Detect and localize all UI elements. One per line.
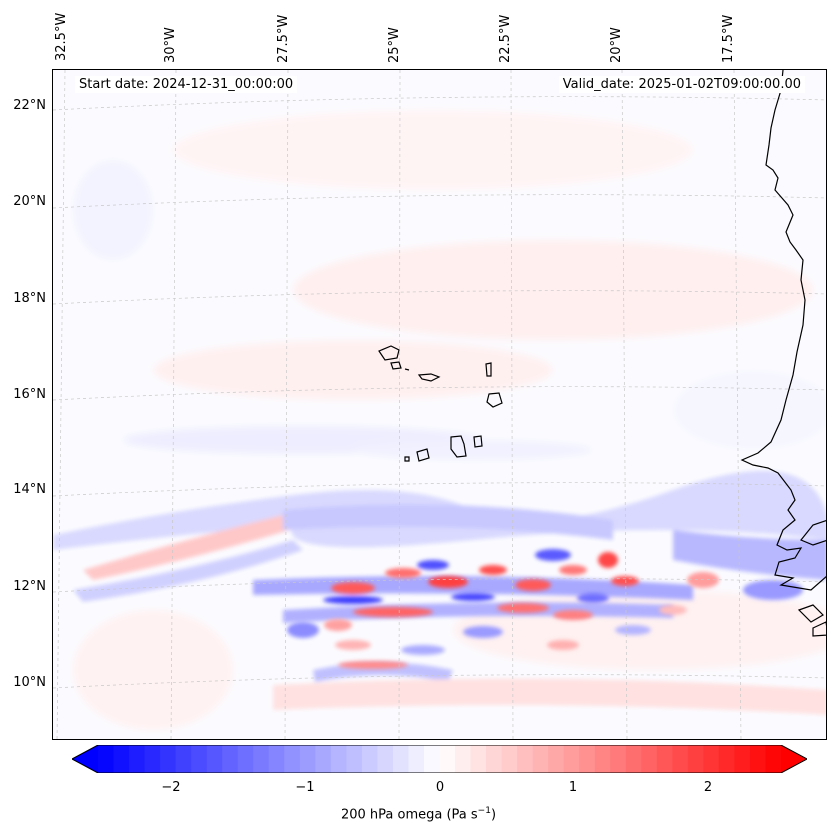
lat-label-22n: 22°N bbox=[13, 98, 46, 113]
valid-date-label: Valid_date: 2025-01-02T09:00:00.00 bbox=[558, 76, 805, 93]
colorbar-tick-0: 0 bbox=[435, 780, 445, 795]
colorbar-step bbox=[160, 745, 177, 773]
colorbar-label-main: 200 hPa omega (Pa s bbox=[340, 807, 478, 823]
island-santa-luzia bbox=[404, 368, 410, 371]
colorbar bbox=[72, 745, 807, 773]
colorbar-step bbox=[268, 745, 285, 773]
colorbar-step bbox=[517, 745, 534, 773]
island-sao-nicolau bbox=[417, 373, 441, 382]
field-background bbox=[53, 70, 826, 739]
colorbar-step bbox=[594, 745, 611, 773]
colorbar-step bbox=[346, 745, 363, 773]
colorbar-step bbox=[222, 745, 239, 773]
colorbar-step bbox=[455, 745, 472, 773]
africa-coast bbox=[740, 70, 826, 591]
colorbar-step bbox=[718, 745, 736, 773]
colorbar-step bbox=[470, 745, 487, 773]
lon-label-22-5w: 22.5°W bbox=[498, 14, 513, 63]
colorbar-step bbox=[98, 745, 115, 773]
lon-label-30w: 30°W bbox=[163, 27, 178, 63]
lon-label-25w: 25°W bbox=[387, 27, 402, 63]
colorbar-step bbox=[486, 745, 503, 773]
colorbar-step bbox=[610, 745, 627, 773]
map-panel bbox=[52, 69, 827, 740]
lat-label-14n: 14°N bbox=[13, 482, 46, 497]
start-date-label: Start date: 2024-12-31_00:00:00 bbox=[75, 76, 298, 93]
colorbar-step bbox=[361, 745, 379, 773]
colorbar-step bbox=[377, 745, 394, 773]
colorbar-step bbox=[129, 745, 146, 773]
colorbar-step bbox=[408, 745, 425, 773]
colorbar-step bbox=[206, 745, 223, 773]
island-santiago bbox=[450, 435, 467, 458]
colorbar-step bbox=[641, 745, 658, 773]
omega-field-map bbox=[53, 70, 826, 739]
colorbar-step bbox=[423, 745, 441, 773]
colorbar-tick-pos1: 1 bbox=[568, 780, 578, 795]
colorbar-step bbox=[175, 745, 192, 773]
colorbar-step bbox=[392, 745, 410, 773]
colorbar-label-sup: −1 bbox=[477, 806, 491, 816]
lat-label-12n: 12°N bbox=[13, 579, 46, 594]
colorbar-step bbox=[501, 745, 518, 773]
colorbar-extend-min bbox=[72, 745, 98, 773]
colorbar-step bbox=[330, 745, 347, 773]
colorbar-tick-neg2: −2 bbox=[161, 780, 181, 795]
colorbar-label: 200 hPa omega (Pa s−1) bbox=[0, 806, 837, 822]
colorbar-step bbox=[563, 745, 580, 773]
colorbar-step bbox=[253, 745, 270, 773]
lon-label-17-5w: 17.5°W bbox=[721, 14, 736, 63]
colorbar-step bbox=[749, 745, 767, 773]
colorbar-step bbox=[687, 745, 704, 773]
coastlines bbox=[378, 70, 826, 637]
colorbar-step bbox=[672, 745, 689, 773]
colorbar-step bbox=[284, 745, 301, 773]
colorbar-label-end: ) bbox=[490, 807, 497, 823]
lat-label-16n: 16°N bbox=[13, 387, 46, 402]
colorbar-tick-pos2: 2 bbox=[703, 780, 713, 795]
graticule bbox=[53, 70, 826, 739]
colorbar-step bbox=[656, 745, 673, 773]
lat-label-10n: 10°N bbox=[13, 675, 46, 690]
field-cells bbox=[287, 549, 803, 669]
colorbar-step bbox=[548, 745, 565, 773]
island-boa-vista bbox=[486, 392, 503, 408]
colorbar-tick-neg1: −1 bbox=[295, 780, 315, 795]
island-maio bbox=[473, 435, 483, 448]
colorbar-step bbox=[625, 745, 642, 773]
colorbar-step bbox=[191, 745, 208, 773]
colorbar-step bbox=[439, 745, 456, 773]
island-fogo bbox=[416, 448, 430, 462]
lon-label-20w: 20°W bbox=[609, 27, 624, 63]
island-sao-vicente bbox=[390, 361, 402, 370]
colorbar-step bbox=[113, 745, 130, 773]
colorbar-step bbox=[144, 745, 161, 773]
lon-label-32-5w: 32.5°W bbox=[54, 12, 69, 61]
colorbar-step bbox=[734, 745, 751, 773]
colorbar-step bbox=[579, 745, 596, 773]
lat-label-20n: 20°N bbox=[13, 194, 46, 209]
colorbar-step bbox=[237, 745, 254, 773]
island-brava bbox=[404, 456, 410, 462]
guinea-bissau-islands bbox=[797, 604, 826, 637]
colorbar-step bbox=[315, 745, 332, 773]
colorbar-step bbox=[532, 745, 549, 773]
lon-label-27-5w: 27.5°W bbox=[276, 14, 291, 63]
island-santo-antao bbox=[378, 345, 400, 361]
colorbar-extend-max bbox=[781, 745, 807, 773]
colorbar-step bbox=[299, 745, 316, 773]
colorbar-step bbox=[765, 745, 782, 773]
lat-label-18n: 18°N bbox=[13, 291, 46, 306]
senegal-detail bbox=[800, 520, 826, 546]
colorbar-step bbox=[703, 745, 720, 773]
island-sal bbox=[485, 362, 492, 377]
